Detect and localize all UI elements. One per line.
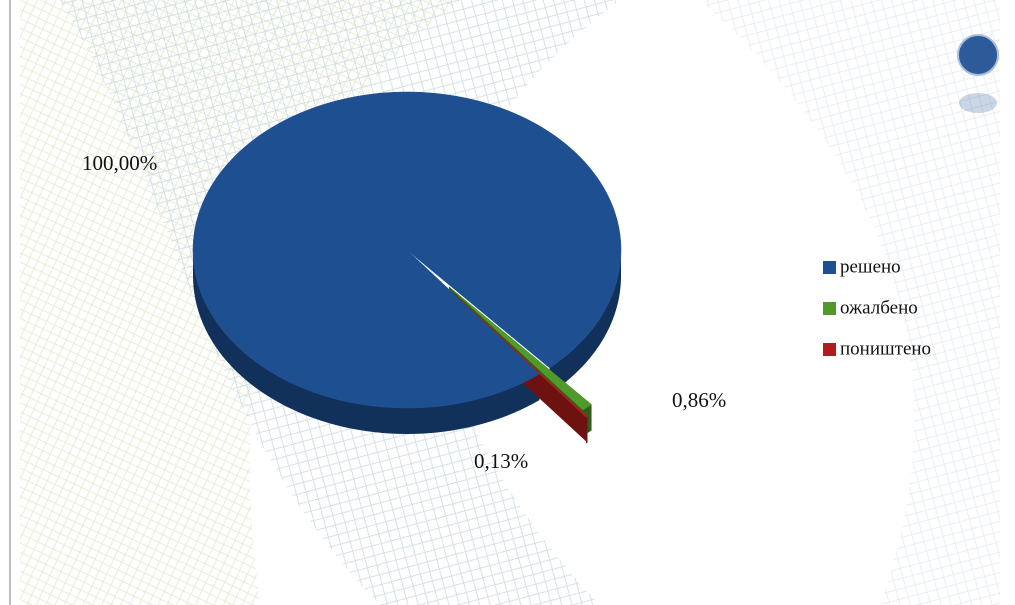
legend-swatch: [823, 302, 836, 315]
data-label: 0,86%: [672, 388, 726, 412]
legend-swatch: [823, 343, 836, 356]
legend-label: ожалбено: [840, 297, 918, 318]
slice-side: [549, 250, 621, 394]
pie: 100,00% 0,86% 0,13%: [82, 91, 726, 473]
slice: [453, 293, 588, 418]
slice: [448, 286, 592, 411]
data-label: 100,00%: [82, 151, 157, 175]
legend: решено ожалбено поништено: [823, 256, 931, 359]
slice: [192, 91, 622, 409]
background-pattern: [700, 0, 1000, 605]
legend-label: поништено: [840, 338, 931, 359]
logo: [957, 34, 999, 113]
legend-label: решено: [840, 256, 901, 277]
logo-reflection: [959, 93, 997, 113]
logo-mark: [957, 34, 999, 76]
slice-side: [193, 250, 540, 434]
legend-swatch: [823, 261, 836, 274]
data-label: 0,13%: [474, 449, 528, 473]
